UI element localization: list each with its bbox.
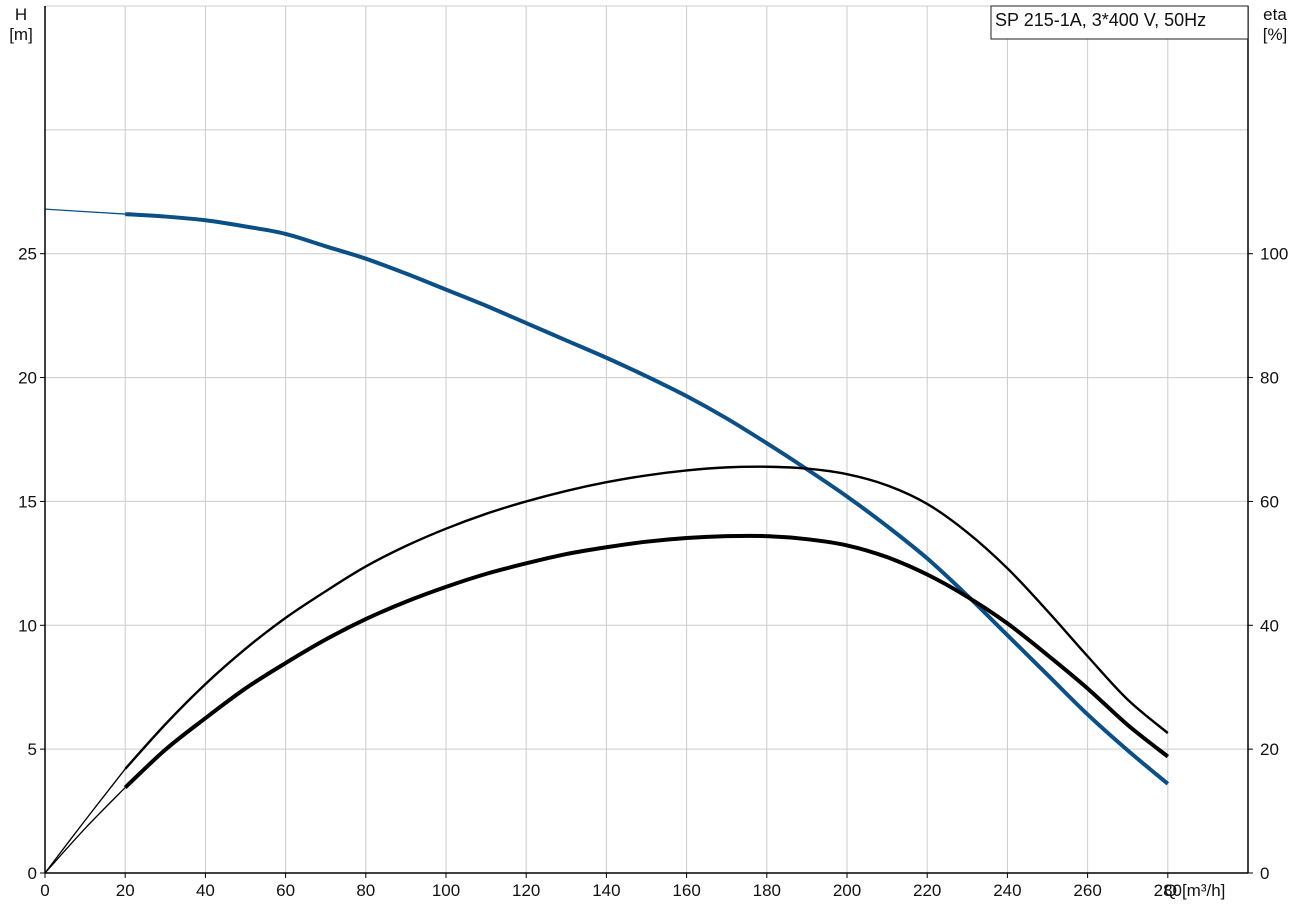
series-line-head-extension — [44, 208, 126, 215]
x-tick-label: 120 — [512, 881, 540, 900]
series-line-head — [125, 212, 1170, 786]
y-left-tick-label: 10 — [18, 616, 37, 635]
y-right-tick-label: 100 — [1260, 245, 1288, 264]
x-tick-label: 40 — [196, 881, 215, 900]
x-tick-label: 60 — [276, 881, 295, 900]
y-axis-right-title-unit: [%] — [1263, 25, 1288, 44]
chart-title: SP 215-1A, 3*400 V, 50Hz — [995, 10, 1206, 30]
y-axis-left-title-unit: [m] — [9, 25, 33, 44]
x-tick-label: 200 — [833, 881, 861, 900]
series-line-eta-upper — [124, 465, 1169, 770]
legend-frame — [990, 5, 1249, 40]
y-right-tick-label: 40 — [1260, 616, 1279, 635]
x-axis-title: Q [m³/h] — [1164, 881, 1225, 900]
x-tick-label: 0 — [40, 881, 49, 900]
x-tick-label: 100 — [432, 881, 460, 900]
tick-labels: 0 20 40 60 80 100 120 140 160 180 200 220 240 260 2800… — [18, 245, 1288, 900]
legend-box: SP 215-1A, 3*400 V, 50Hz — [990, 5, 1249, 40]
y-left-tick-label: 15 — [18, 492, 37, 511]
x-tick-label: 220 — [913, 881, 941, 900]
y-axis-left-title-symbol: H — [15, 5, 27, 24]
y-right-tick-label: 60 — [1260, 492, 1279, 511]
y-left-tick-label: 0 — [28, 864, 37, 883]
y-right-tick-label: 80 — [1260, 369, 1279, 388]
series-lines — [44, 208, 1170, 874]
x-tick-label: 160 — [672, 881, 700, 900]
x-tick-label: 280 — [1154, 881, 1182, 900]
series-line-eta-lower — [123, 533, 1170, 789]
x-tick-label: 180 — [753, 881, 781, 900]
x-tick-label: 240 — [993, 881, 1021, 900]
x-tick-label: 80 — [356, 881, 375, 900]
y-axis-right-title-symbol: eta — [1263, 5, 1287, 24]
grid-lines — [45, 5, 1248, 873]
y-left-tick-label: 20 — [18, 369, 37, 388]
x-tick-label: 260 — [1073, 881, 1101, 900]
y-right-tick-label: 0 — [1260, 864, 1269, 883]
y-right-tick-label: 20 — [1260, 740, 1279, 759]
y-left-tick-label: 5 — [28, 740, 37, 759]
series-line-eta-lower-extension — [44, 787, 126, 874]
y-left-tick-label: 25 — [18, 245, 37, 264]
axes — [40, 6, 1253, 878]
x-tick-label: 140 — [592, 881, 620, 900]
x-tick-label: 20 — [116, 881, 135, 900]
series-line-eta-upper-extension — [44, 768, 126, 874]
